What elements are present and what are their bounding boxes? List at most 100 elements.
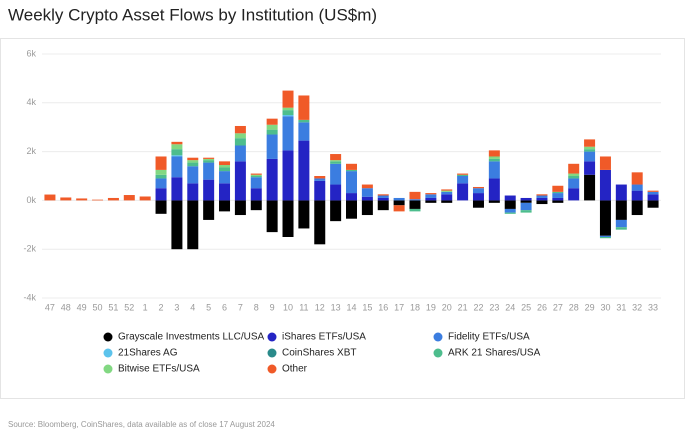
bar-segment xyxy=(377,197,389,201)
bar-segment xyxy=(171,200,183,250)
y-tick-label: 6k xyxy=(26,48,36,58)
bar-segment xyxy=(330,184,342,201)
legend-marker xyxy=(267,364,277,374)
bar-segment xyxy=(314,176,326,179)
bar-segment xyxy=(346,169,357,172)
bar-segment xyxy=(250,173,262,175)
legend-marker xyxy=(433,332,443,342)
bar-segment xyxy=(187,183,199,201)
bar-segment xyxy=(282,150,294,201)
y-tick-label: -4k xyxy=(23,292,36,302)
x-tick-label: 1 xyxy=(143,302,148,312)
x-tick-label: 5 xyxy=(206,302,211,312)
y-tick-label: 2k xyxy=(26,146,36,156)
bar-segment xyxy=(488,158,500,162)
bar-segment xyxy=(155,178,167,189)
legend-label: 21Shares AG xyxy=(118,348,178,359)
legend-marker xyxy=(103,364,113,374)
bar-segment xyxy=(266,124,278,130)
x-tick-label: 31 xyxy=(616,302,626,312)
x-tick-label: 9 xyxy=(270,302,275,312)
bar-segment xyxy=(409,199,421,201)
bar-segment xyxy=(599,200,611,236)
bar-segment xyxy=(584,149,596,152)
bar-segment xyxy=(298,200,310,229)
bar-segment xyxy=(631,184,643,191)
bar-segment xyxy=(330,160,342,162)
bar-segment xyxy=(472,186,484,189)
x-tick-label: 18 xyxy=(410,302,420,312)
bar-segment xyxy=(219,165,231,168)
x-tick-label: 6 xyxy=(222,302,227,312)
x-tick-label: 28 xyxy=(569,302,579,312)
bar-segment xyxy=(219,183,231,201)
bar-segment xyxy=(552,191,564,194)
bar-segment xyxy=(282,116,294,151)
bar-segment xyxy=(615,200,627,220)
bar-segment xyxy=(615,227,627,230)
bar-segment xyxy=(615,219,627,228)
bar-segment xyxy=(584,139,596,147)
legend-marker xyxy=(103,348,113,358)
bar-segment xyxy=(504,200,516,209)
bar-segment xyxy=(599,169,611,201)
bar-segment xyxy=(171,156,183,178)
bar-segment xyxy=(346,163,357,170)
source-note: Source: Bloomberg, CoinShares, data avai… xyxy=(8,420,275,429)
bar-segment xyxy=(504,195,516,201)
x-tick-label: 2 xyxy=(159,302,164,312)
x-tick-label: 50 xyxy=(93,302,103,312)
bar-segment xyxy=(599,237,611,239)
x-tick-label: 25 xyxy=(521,302,531,312)
bar-segment xyxy=(615,184,627,201)
bar-segment xyxy=(457,174,469,176)
x-tick-label: 11 xyxy=(299,302,308,312)
bar-segment xyxy=(171,155,183,157)
x-tick-label: 47 xyxy=(45,302,55,312)
bar-segment xyxy=(266,158,278,201)
bar-segment xyxy=(584,151,596,162)
bar-segment xyxy=(393,200,405,206)
bar-segment xyxy=(536,197,548,201)
bar-segment xyxy=(552,185,564,192)
bar-segment xyxy=(472,200,484,208)
x-tick-label: 30 xyxy=(600,302,610,312)
legend-label: Bitwise ETFs/USA xyxy=(118,364,200,375)
bar-segment xyxy=(584,146,596,150)
x-tick-label: 7 xyxy=(238,302,243,312)
x-tick-label: 32 xyxy=(632,302,642,312)
bar-segment xyxy=(234,200,246,216)
bar-segment xyxy=(377,195,389,198)
bar-segment xyxy=(298,119,310,123)
bar-segment xyxy=(568,173,580,176)
bar-segment xyxy=(599,156,611,170)
bar-segment xyxy=(346,171,357,194)
bar-segment xyxy=(457,173,469,175)
bar-segment xyxy=(171,177,183,201)
bar-segment xyxy=(314,178,326,181)
bar-segment xyxy=(457,176,469,184)
bar-segment xyxy=(552,197,564,201)
bar-segment xyxy=(44,194,56,201)
bar-segment xyxy=(568,163,580,174)
x-tick-label: 22 xyxy=(473,302,483,312)
x-tick-label: 52 xyxy=(124,302,134,312)
bar-segment xyxy=(187,200,199,250)
bar-segment xyxy=(250,177,262,189)
x-tick-label: 12 xyxy=(315,302,325,312)
bar-segment xyxy=(647,194,659,201)
bar-segment xyxy=(282,115,294,117)
x-tick-label: 4 xyxy=(190,302,195,312)
bar-segment xyxy=(346,200,357,219)
bar-segment xyxy=(203,200,215,220)
bar-segment xyxy=(393,205,405,212)
x-tick-label: 29 xyxy=(585,302,595,312)
y-tick-label: -2k xyxy=(23,244,36,254)
bar-segment xyxy=(409,191,421,200)
bar-segment xyxy=(187,166,199,184)
bar-segment xyxy=(155,188,167,201)
legend-label: Other xyxy=(282,364,308,375)
bar-segment xyxy=(472,188,484,194)
bar-segment xyxy=(346,193,357,201)
